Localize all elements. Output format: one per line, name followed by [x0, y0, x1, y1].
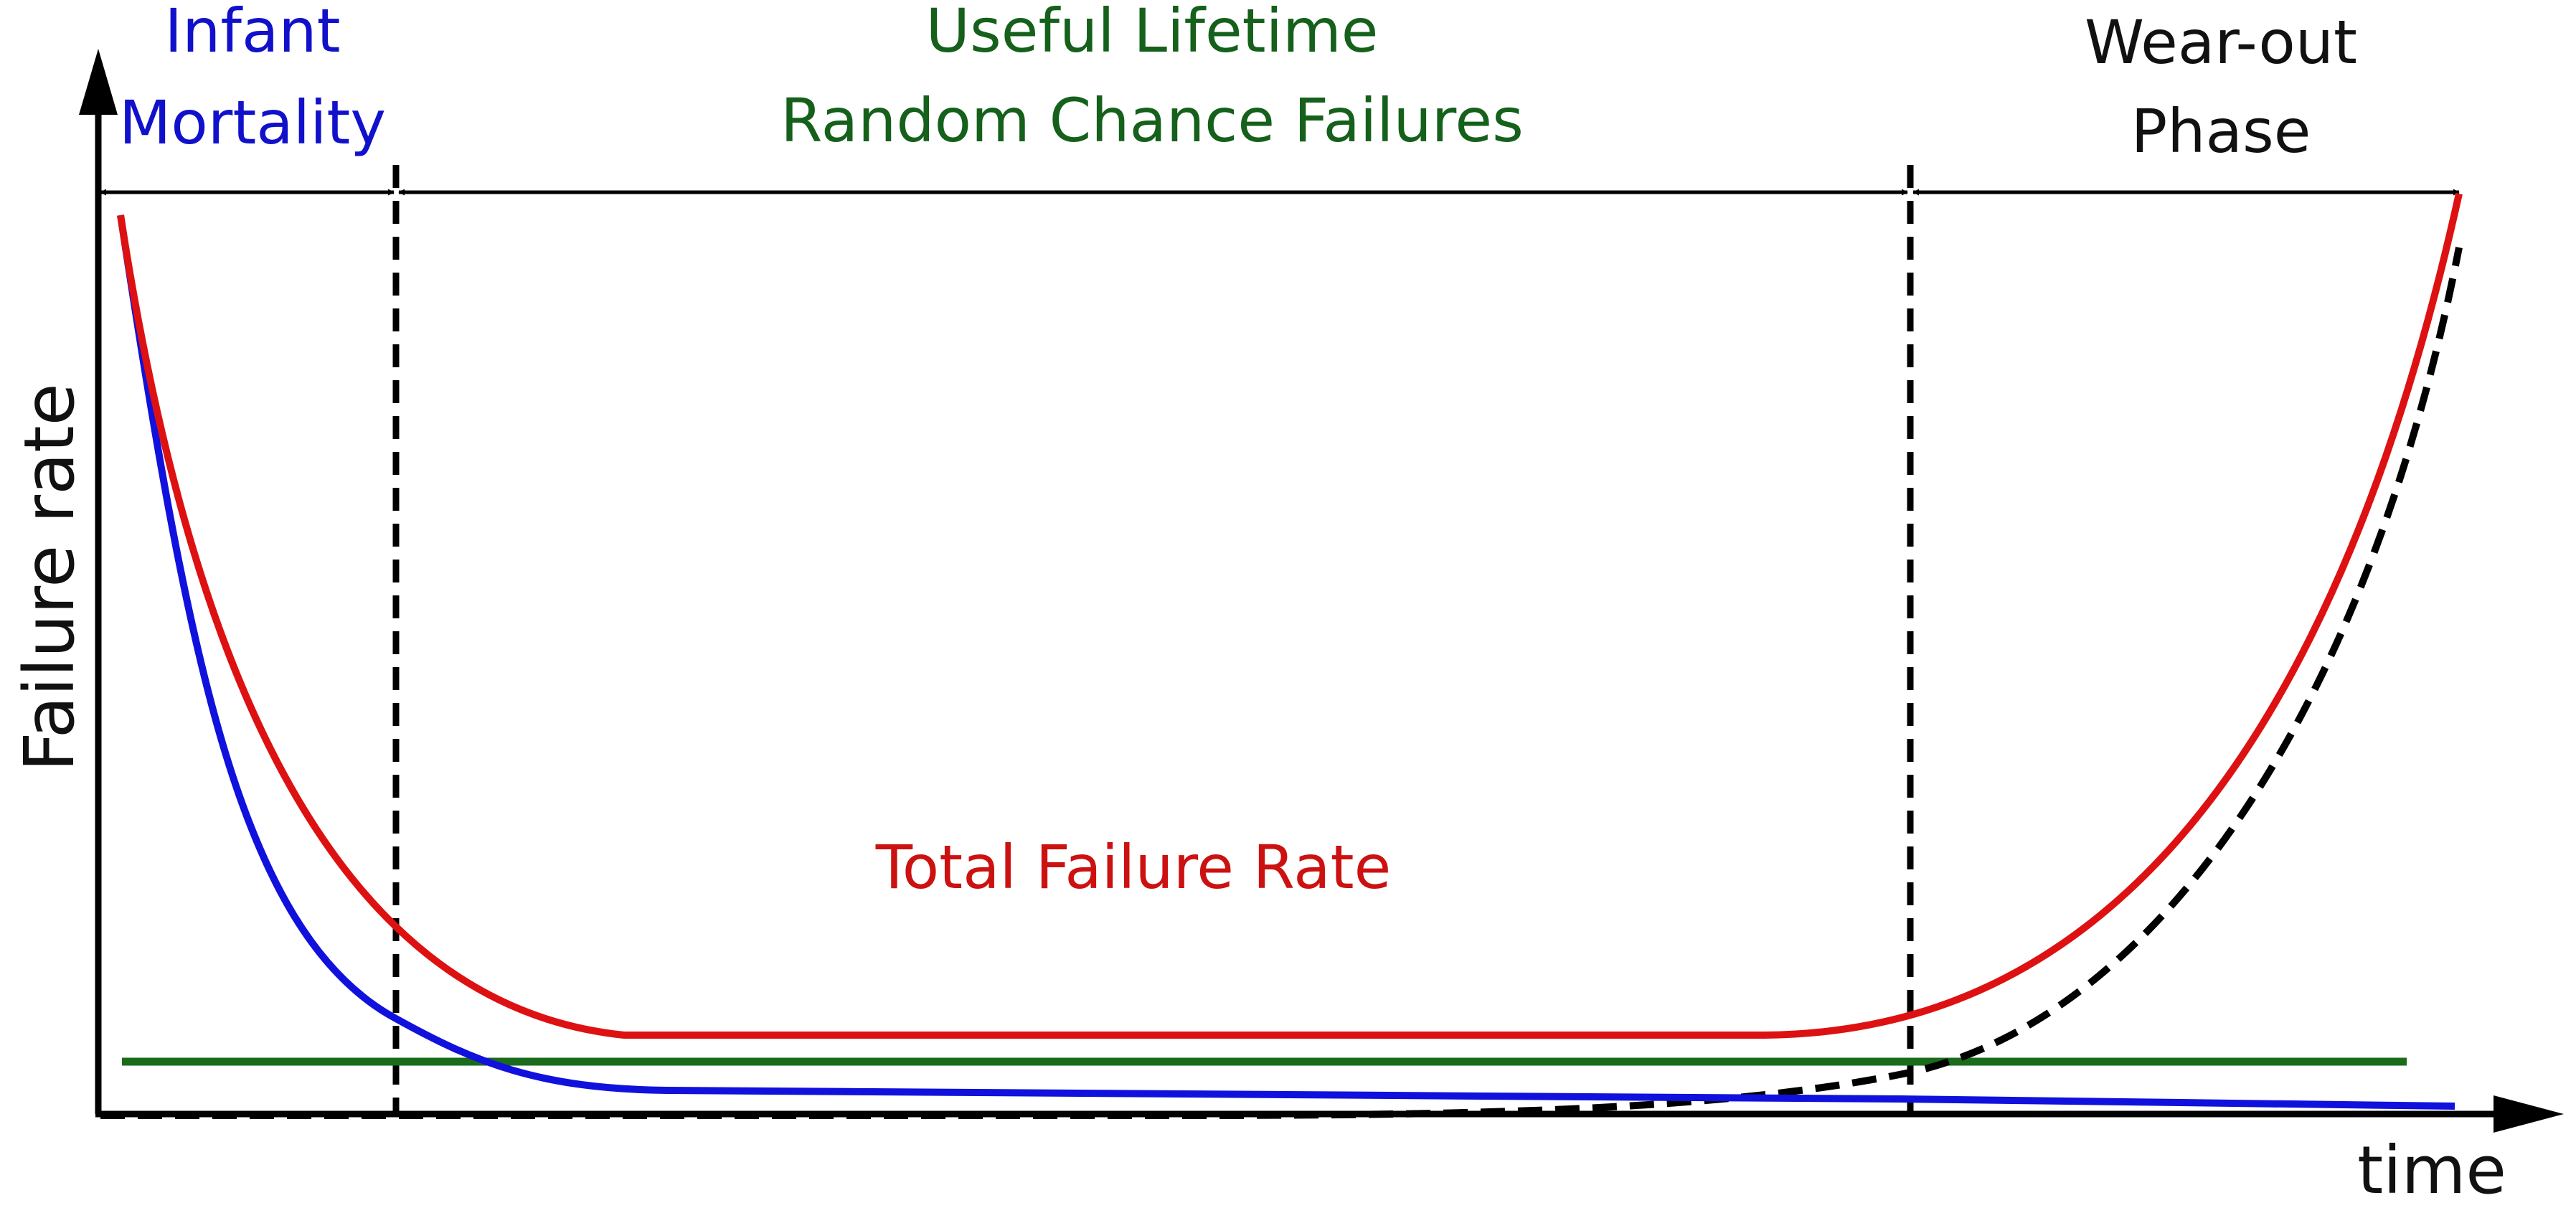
infant-phase-label-line1: Infant: [164, 0, 340, 66]
useful-phase-label-line2: Random Chance Failures: [780, 85, 1524, 156]
total-failure-rate-label: Total Failure Rate: [875, 832, 1392, 902]
infant-mortality-curve: [117, 214, 2455, 1110]
wearout-phase-label-line1: Wear-out: [2085, 7, 2357, 77]
wearout-dashed-curve: [100, 247, 2463, 1119]
curves: [100, 192, 2463, 1119]
phase-labels: Infant Mortality Useful Lifetime Random …: [119, 0, 2357, 166]
y-axis-label: Failure rate: [9, 383, 90, 771]
useful-phase-label-line1: Useful Lifetime: [926, 0, 1379, 66]
phase-boundaries: [392, 165, 1914, 1114]
y-axis-arrowhead: [79, 49, 118, 115]
x-axis-label: time: [2357, 1132, 2506, 1208]
total-failure-rate-curve: [117, 192, 2463, 1039]
infant-phase-label-line2: Mortality: [119, 88, 386, 158]
wearout-phase-label-line2: Phase: [2131, 96, 2311, 166]
x-axis-arrowhead: [2494, 1095, 2564, 1133]
